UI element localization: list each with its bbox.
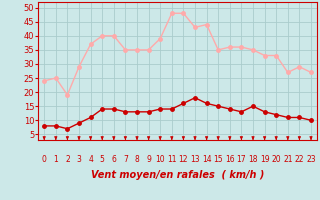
Text: 11: 11	[167, 155, 177, 164]
Text: 17: 17	[236, 155, 246, 164]
Text: 2: 2	[65, 155, 70, 164]
Text: 15: 15	[213, 155, 223, 164]
Text: 4: 4	[88, 155, 93, 164]
Text: 6: 6	[111, 155, 116, 164]
Text: 13: 13	[190, 155, 200, 164]
Text: 19: 19	[260, 155, 269, 164]
Text: 8: 8	[135, 155, 140, 164]
Text: 5: 5	[100, 155, 105, 164]
Text: Vent moyen/en rafales  ( km/h ): Vent moyen/en rafales ( km/h )	[91, 170, 264, 180]
Text: 10: 10	[156, 155, 165, 164]
Text: 3: 3	[76, 155, 81, 164]
Text: 18: 18	[248, 155, 258, 164]
Text: 21: 21	[283, 155, 292, 164]
Text: 9: 9	[146, 155, 151, 164]
Text: 14: 14	[202, 155, 212, 164]
Text: 7: 7	[123, 155, 128, 164]
Text: 0: 0	[42, 155, 47, 164]
Text: 20: 20	[271, 155, 281, 164]
Text: 1: 1	[53, 155, 58, 164]
Text: 12: 12	[179, 155, 188, 164]
Text: 22: 22	[295, 155, 304, 164]
Text: 23: 23	[306, 155, 316, 164]
Text: 16: 16	[225, 155, 235, 164]
